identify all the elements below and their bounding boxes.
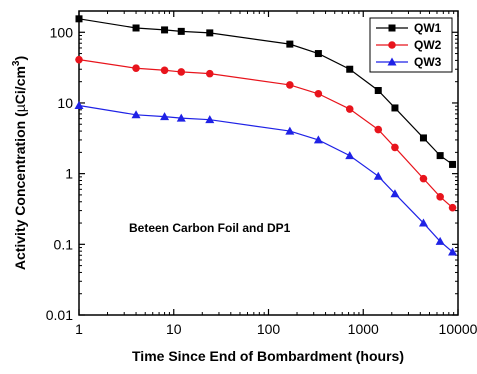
y-tick-label: 10 (57, 95, 73, 111)
data-point-qw1 (419, 134, 427, 142)
y-tick-label: 0.1 (54, 236, 74, 252)
annotation: Beteen Carbon Foil and DP1 (129, 221, 291, 235)
data-point-qw1 (436, 152, 444, 160)
data-point-qw1 (374, 87, 382, 95)
data-point-qw3 (435, 236, 445, 245)
legend-marker-qw2 (388, 41, 396, 49)
data-point-qw2 (286, 81, 294, 89)
data-point-qw3 (74, 101, 84, 110)
data-point-qw2 (205, 69, 214, 78)
data-point-qw3 (418, 218, 428, 227)
y-tick-label: 100 (50, 24, 74, 40)
series-line-qw2 (78, 59, 453, 209)
x-tick-label: 10 (166, 321, 182, 337)
data-point-qw1 (75, 15, 83, 23)
x-tick-label: 1000 (348, 321, 379, 337)
y-axis-title-mu: µ (12, 104, 28, 112)
legend: QW1 QW2 QW3 (369, 17, 453, 73)
data-point-qw1 (286, 40, 294, 48)
data-point-qw3 (373, 171, 383, 180)
x-tick-label: 10000 (439, 321, 477, 337)
data-point-qw2 (391, 143, 399, 152)
series-markers (74, 15, 458, 256)
data-point-qw2 (345, 105, 354, 113)
data-point-qw1 (132, 24, 140, 32)
data-point-qw2 (160, 66, 169, 75)
data-point-qw2 (419, 174, 428, 183)
data-point-qw2 (75, 55, 83, 64)
y-axis-title-sup: 3 (11, 60, 22, 66)
legend-label-qw1: QW1 (414, 21, 442, 35)
x-tick-label: 1 (75, 321, 83, 337)
data-point-qw3 (313, 135, 323, 144)
data-point-qw1 (346, 65, 354, 73)
data-point-qw3 (205, 115, 215, 124)
y-tick-label: 1 (65, 166, 73, 182)
data-point-qw3 (390, 189, 400, 198)
data-point-qw2 (374, 125, 383, 134)
data-point-qw1 (391, 104, 399, 112)
y-axis-title: Activity Concentration (µCi/cm3) (11, 56, 28, 270)
x-axis-title: Time Since End of Bombardment (hours) (132, 348, 404, 364)
data-point-qw1 (161, 26, 169, 34)
data-point-qw3 (176, 113, 186, 122)
data-point-qw2 (132, 64, 140, 73)
legend-marker-qw1 (388, 24, 396, 32)
axis-ticks: 1 10 100 1000 10000 0.01 0.1 1 10 100 (46, 10, 477, 337)
data-point-qw3 (345, 151, 355, 160)
y-axis-title-tail: Ci/cm (12, 66, 28, 104)
data-point-qw1 (206, 29, 214, 37)
y-tick-label: 0.01 (46, 307, 73, 323)
data-point-qw1 (449, 160, 457, 168)
data-point-qw3 (160, 112, 170, 121)
data-point-qw3 (448, 247, 458, 256)
legend-label-qw2: QW2 (414, 38, 442, 52)
data-point-qw3 (131, 110, 141, 119)
y-axis-title-main: Activity Concentration ( (12, 112, 28, 270)
x-tick-label: 100 (257, 321, 281, 337)
legend-marker-qw3 (387, 57, 397, 66)
data-point-qw1 (314, 50, 322, 58)
data-point-qw2 (436, 193, 444, 201)
data-point-qw2 (448, 203, 457, 212)
data-point-qw2 (177, 68, 186, 76)
data-point-qw1 (177, 27, 185, 35)
y-axis-title-close: ) (12, 56, 28, 61)
data-point-qw3 (285, 126, 295, 135)
data-point-qw2 (314, 89, 323, 98)
legend-label-qw3: QW3 (414, 55, 442, 69)
